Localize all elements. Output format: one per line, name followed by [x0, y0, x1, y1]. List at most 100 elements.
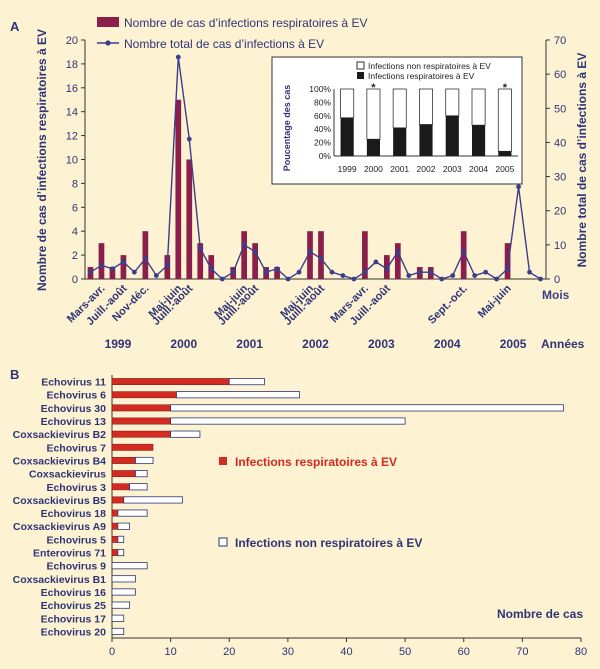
inset-plot: 0% 20% 40% 60% 80% 100% 1999 2000 * 2001 2002 2003 2…: [309, 82, 518, 174]
inset-x-tick-label: 1999: [338, 164, 357, 174]
bar: [252, 243, 258, 279]
years-axis-label: Années: [541, 337, 585, 351]
year-label: 2004: [434, 337, 461, 351]
total-cases-point: [461, 249, 467, 255]
total-cases-point: [329, 269, 335, 275]
panel-a-legend: Nombre de cas d’infections respiratoires…: [97, 16, 367, 51]
inset-legend-white-swatch: [356, 61, 365, 70]
total-cases-point: [88, 269, 93, 275]
y-tick-label-left: 20: [66, 35, 78, 47]
panel-b-legend: Infections respiratoires à EV Infections…: [218, 455, 422, 550]
b-x-tick-label: 10: [165, 646, 177, 658]
bar: [98, 243, 105, 279]
b-category-label: Echovirus 3: [46, 482, 106, 494]
y-tick-label-left: 4: [72, 226, 78, 238]
b-bar-nonresp: [111, 627, 125, 635]
bar: [197, 243, 204, 279]
total-cases-point: [263, 269, 269, 275]
b-category-label: Echovirus 20: [41, 626, 107, 638]
inset-x-tick-label: 2002: [417, 164, 436, 174]
b-category-label: Echovirus 11: [41, 377, 106, 389]
total-cases-point: [373, 259, 379, 265]
y-tick-label-left: 16: [66, 83, 78, 95]
b-bar-nonresp: [111, 588, 136, 596]
total-cases-point: [395, 249, 401, 255]
legend-bar-label: Nombre de cas d’infections respiratoires…: [124, 16, 367, 30]
total-cases-point: [208, 266, 214, 272]
b-bar-resp: [111, 549, 119, 556]
b-category-label: Coxsackievirus: [29, 469, 106, 481]
b-bar-resp: [111, 522, 119, 530]
b-category-label: Coxsackievirus B2: [13, 429, 107, 441]
total-cases-point: [241, 242, 247, 248]
inset-chart: Infections non respiratoires à EV Infect…: [271, 56, 523, 185]
b-bar-nonresp: [117, 509, 148, 517]
legend-line-marker: [105, 40, 111, 46]
y-tick-label-left: 2: [72, 250, 78, 262]
total-cases-point: [296, 269, 302, 275]
inset-bar-nonresp: [419, 88, 433, 125]
y-tick-label-left: 0: [72, 274, 78, 286]
b-bar-nonresp: [111, 562, 148, 570]
inset-x-tick-label: 2003: [443, 164, 462, 174]
total-cases-point: [197, 245, 203, 251]
inset-y-tick-label: 0%: [319, 151, 332, 161]
b-category-label: Echovirus 5: [46, 534, 106, 546]
b-bar-resp: [111, 535, 119, 543]
b-bar-nonresp: [117, 522, 130, 530]
y-tick-label-right: 20: [554, 206, 566, 218]
inset-y-tick-label: 60%: [314, 111, 331, 121]
total-cases-point: [450, 273, 456, 278]
b-bar-resp: [111, 483, 130, 491]
total-cases-point: [121, 259, 126, 265]
inset-y-tick-label: 80%: [314, 97, 331, 107]
bar: [120, 255, 127, 279]
total-cases-point: [131, 269, 137, 275]
b-bar-resp: [111, 430, 171, 438]
bar: [175, 99, 182, 279]
inset-bar-nonresp: [445, 88, 460, 117]
inset-y-label: Poucentage des cas: [282, 85, 292, 172]
bar: [142, 231, 149, 279]
b-bar-nonresp: [123, 496, 183, 504]
y-tick-label-left: 8: [72, 178, 78, 190]
b-bar-nonresp: [135, 470, 148, 478]
b-category-label: Echovirus 9: [46, 561, 106, 573]
bar: [186, 159, 193, 279]
panel-b-label: B: [10, 367, 19, 382]
b-category-label: Coxsackievirus B1: [13, 574, 107, 586]
total-cases-line: [90, 56, 541, 280]
b-bar-nonresp: [111, 614, 125, 622]
y-tick-label-right: 30: [554, 172, 566, 184]
total-cases-point: [110, 266, 115, 272]
legend-nonresp-label: Infections non respiratoires à EV: [235, 536, 422, 550]
b-category-label: Echovirus 6: [46, 390, 106, 402]
y-tick-label-right: 10: [554, 240, 566, 252]
bar: [504, 243, 511, 279]
y-tick-label-right: 70: [554, 35, 566, 47]
b-bar-resp: [111, 496, 124, 504]
year-label: 2001: [236, 337, 263, 351]
total-cases-point: [318, 256, 324, 261]
b-bar-nonresp: [111, 575, 136, 583]
b-bar-nonresp: [176, 391, 301, 399]
inset-star: *: [503, 82, 508, 94]
inset-bar-resp: [393, 127, 407, 156]
year-label: 2000: [170, 337, 197, 351]
bar: [362, 231, 368, 279]
inset-bar-nonresp: [340, 88, 355, 119]
inset-y-tick-label: 20%: [314, 138, 331, 148]
y-tick-label-left: 12: [66, 131, 78, 143]
x-axis-unit-label: Mois: [542, 288, 570, 302]
inset-bar-resp: [419, 124, 433, 156]
inset-x-tick-label: 2001: [390, 164, 409, 174]
legend-line-label: Nombre total de cas d’infections à EV: [124, 37, 324, 51]
total-cases-point: [417, 269, 423, 275]
b-bar-resp: [111, 443, 154, 451]
b-category-label: Coxsackievirus B4: [13, 455, 107, 467]
legend-bar-swatch: [97, 17, 119, 27]
b-x-tick-label: 0: [109, 646, 115, 658]
bar: [318, 231, 324, 279]
b-category-label: Echovirus 17: [41, 613, 107, 625]
